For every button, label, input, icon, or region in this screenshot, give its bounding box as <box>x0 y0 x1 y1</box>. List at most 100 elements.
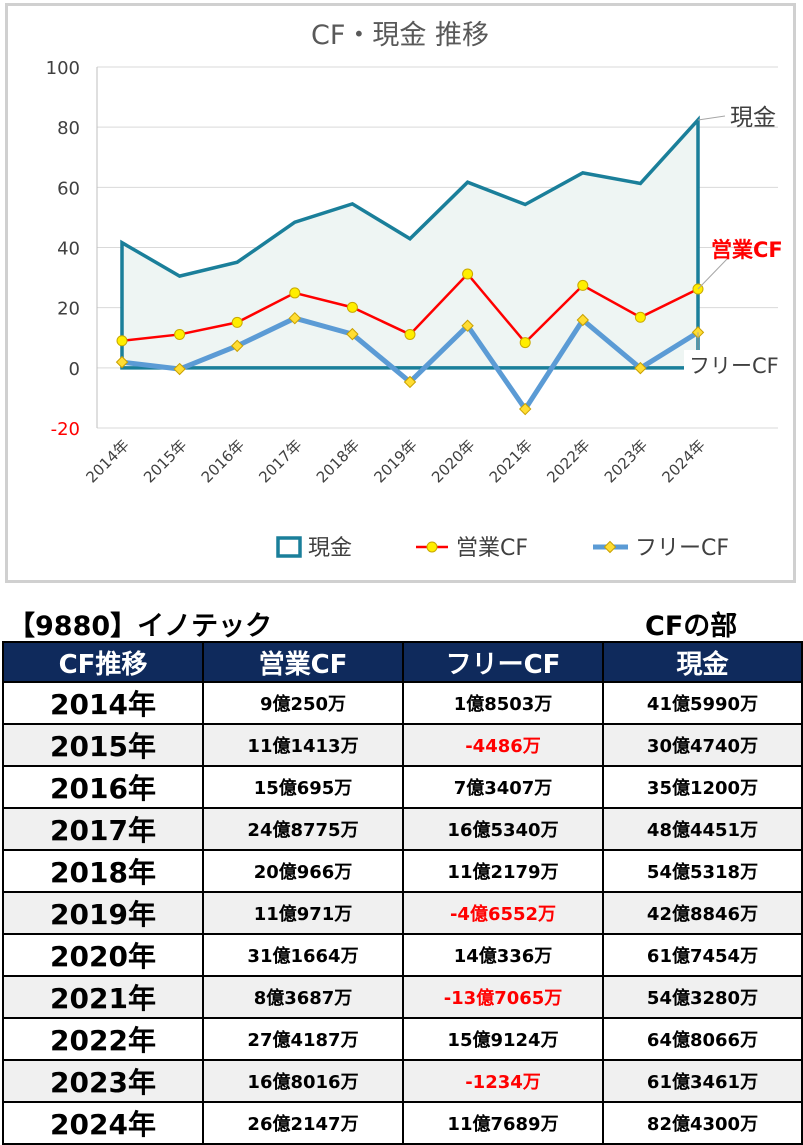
cash-cell: 61億7454万 <box>602 933 803 977</box>
year-cell: 2024年 <box>2 1101 204 1145</box>
free-cf-point <box>461 319 474 332</box>
x-tick-label: 2019年 <box>370 436 420 486</box>
free-cf-point <box>634 361 647 375</box>
cash-cell: 64億8066万 <box>602 1017 803 1061</box>
year-cell: 2021年 <box>2 975 204 1019</box>
y-tick-label: 60 <box>57 178 80 199</box>
table-row: 2015年 11億1413万 -4486万 30億4740万 <box>2 723 803 767</box>
cash-cell: 61億3461万 <box>602 1059 803 1103</box>
year-cell: 2023年 <box>2 1059 204 1103</box>
header-cf-suii: CF推移 <box>2 641 204 683</box>
legend-free-cf-marker <box>603 540 617 554</box>
legend-free-cf-label: フリーCF <box>635 536 729 561</box>
year-cell: 2020年 <box>2 933 204 977</box>
free-cf-cell: 11億7689万 <box>402 1101 604 1145</box>
table-row: 2020年 31億1664万 14億336万 61億7454万 <box>2 933 803 977</box>
company-title: 【9880】イノテック <box>8 611 273 642</box>
cash-cell: 54億5318万 <box>602 849 803 893</box>
free-cf-cell: -4486万 <box>402 723 604 767</box>
year-cell: 2018年 <box>2 849 204 893</box>
cash-cell: 54億3280万 <box>602 975 803 1019</box>
free-cf-point <box>403 375 417 389</box>
cash-leader-line <box>697 115 726 121</box>
table-row: 2021年 8億3687万 -13億7065万 54億3280万 <box>2 975 803 1019</box>
free-cf-cell: 11億2179万 <box>402 849 604 893</box>
table-row: 2018年 20億966万 11億2179万 54億5318万 <box>2 849 803 893</box>
x-tick-label: 2024年 <box>658 436 708 486</box>
operating-cf-point <box>577 279 589 291</box>
operating-cf-cell: 16億8016万 <box>202 1059 404 1103</box>
x-tick-label: 2020年 <box>428 436 478 486</box>
table-row: 2019年 11億971万 -4億6552万 42億8846万 <box>2 891 803 935</box>
free-cf-cell: 14億336万 <box>402 933 604 977</box>
free-cf-cell: -13億7065万 <box>402 975 604 1019</box>
year-cell: 2016年 <box>2 765 204 809</box>
table-row: 2017年 24億8775万 16億5340万 48億4451万 <box>2 807 803 851</box>
operating-cf-point <box>289 287 301 299</box>
year-cell: 2022年 <box>2 1017 204 1061</box>
free-cf-cell: 1億8503万 <box>402 681 604 725</box>
operating-cf-cell: 11億971万 <box>202 891 404 935</box>
chart-title: CF・現金 推移 <box>311 20 489 51</box>
operating-cf-point <box>231 316 243 328</box>
y-tick-label: 40 <box>57 239 80 260</box>
operating-cf-point <box>404 328 416 340</box>
y-tick-label: 100 <box>46 58 80 79</box>
x-tick-label: 2016年 <box>198 436 248 486</box>
chart-frame: CF・現金 推移 100 80 60 40 20 0 -20 2014年 2015年 2016年 20… <box>5 3 796 583</box>
operating-cf-point <box>116 335 128 347</box>
operating-cf-leader-line <box>697 257 729 290</box>
section-title: CFの部 <box>645 611 738 642</box>
operating-cf-point <box>519 337 531 349</box>
cash-line <box>120 115 700 370</box>
operating-cf-cell: 31億1664万 <box>202 933 404 977</box>
operating-cf-cell: 24億8775万 <box>202 807 404 851</box>
table-header-row: CF推移 営業CF フリーCF 現金 <box>2 641 803 683</box>
table-row: 2014年 9億250万 1億8503万 41億5990万 <box>2 681 803 725</box>
table-row: 2024年 26億2147万 11億7689万 82億4300万 <box>2 1101 803 1145</box>
cash-cell: 30億4740万 <box>602 723 803 767</box>
x-tick-label: 2022年 <box>543 436 593 486</box>
table-row: 2022年 27億4187万 15億9124万 64億8066万 <box>2 1017 803 1061</box>
operating-cf-point <box>634 311 646 323</box>
x-tick-label: 2021年 <box>486 436 536 486</box>
operating-cf-cell: 9億250万 <box>202 681 404 725</box>
x-tick-label: 2014年 <box>82 436 132 486</box>
header-operating-cf: 営業CF <box>202 641 404 683</box>
free-cf-point <box>173 362 186 376</box>
free-cf-cell: 7億3407万 <box>402 765 604 809</box>
operating-cf-point <box>174 328 186 340</box>
free-cf-point <box>346 327 359 341</box>
free-cf-cell: 16億5340万 <box>402 807 604 851</box>
table-row: 2016年 15億695万 7億3407万 35億1200万 <box>2 765 803 809</box>
cash-end-label: 現金 <box>730 105 776 131</box>
legend-cash-swatch <box>276 536 302 558</box>
legend-operating-cf-label: 営業CF <box>456 536 528 561</box>
operating-cf-cell: 11億1413万 <box>202 723 404 767</box>
x-tick-label: 2017年 <box>255 436 305 486</box>
cash-cell: 42億8846万 <box>602 891 803 935</box>
table-row: 2023年 16億8016万 -1234万 61億3461万 <box>2 1059 803 1103</box>
y-tick-label: 0 <box>69 359 80 380</box>
cf-table: CF推移 営業CF フリーCF 現金 2014年 9億250万 1億8503万 41億… <box>2 641 803 1145</box>
year-cell: 2019年 <box>2 891 204 935</box>
x-tick-label: 2015年 <box>140 436 190 486</box>
free-cf-point <box>288 311 302 325</box>
free-cf-point <box>230 339 244 353</box>
cash-cell: 82億4300万 <box>602 1101 803 1145</box>
cash-area <box>122 119 698 368</box>
free-cf-cell: 15億9124万 <box>402 1017 604 1061</box>
year-cell: 2017年 <box>2 807 204 851</box>
cash-cell: 41億5990万 <box>602 681 803 725</box>
operating-cf-cell: 8億3687万 <box>202 975 404 1019</box>
free-cf-label-bg <box>684 350 784 380</box>
free-cf-cell: -1234万 <box>402 1059 604 1103</box>
free-cf-point <box>576 313 590 327</box>
free-cf-end-label: フリーCF <box>689 354 779 378</box>
operating-cf-cell: 26億2147万 <box>202 1101 404 1145</box>
operating-cf-point <box>346 301 358 313</box>
x-tick-label: 2018年 <box>313 436 363 486</box>
legend-cash-label: 現金 <box>308 536 352 561</box>
header-cash: 現金 <box>602 641 803 683</box>
